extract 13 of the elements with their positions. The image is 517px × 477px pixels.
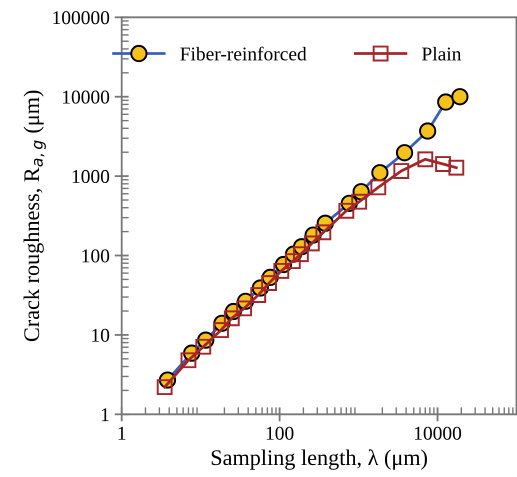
legend-label: Fiber-reinforced <box>180 46 306 61</box>
y-tick-label: 1 <box>102 408 109 422</box>
y-tick-label: 100 <box>82 249 110 262</box>
x-axis-title: Sampling length, λ (μm) <box>212 449 427 470</box>
y-tick-label: 10000 <box>62 90 110 104</box>
y-tick-label: 10 <box>92 328 110 342</box>
x-tick-label: 100 <box>266 426 294 440</box>
x-tick-label: 10000 <box>414 426 462 440</box>
legend-label: Plain <box>422 46 462 61</box>
x-tick-label: 1 <box>118 426 126 440</box>
y-tick-label: 1000 <box>72 170 110 184</box>
y-tick-label: 100000 <box>53 11 110 24</box>
y-axis-title: Crack roughness, R$_{a,g}$ (μm) <box>24 90 46 342</box>
